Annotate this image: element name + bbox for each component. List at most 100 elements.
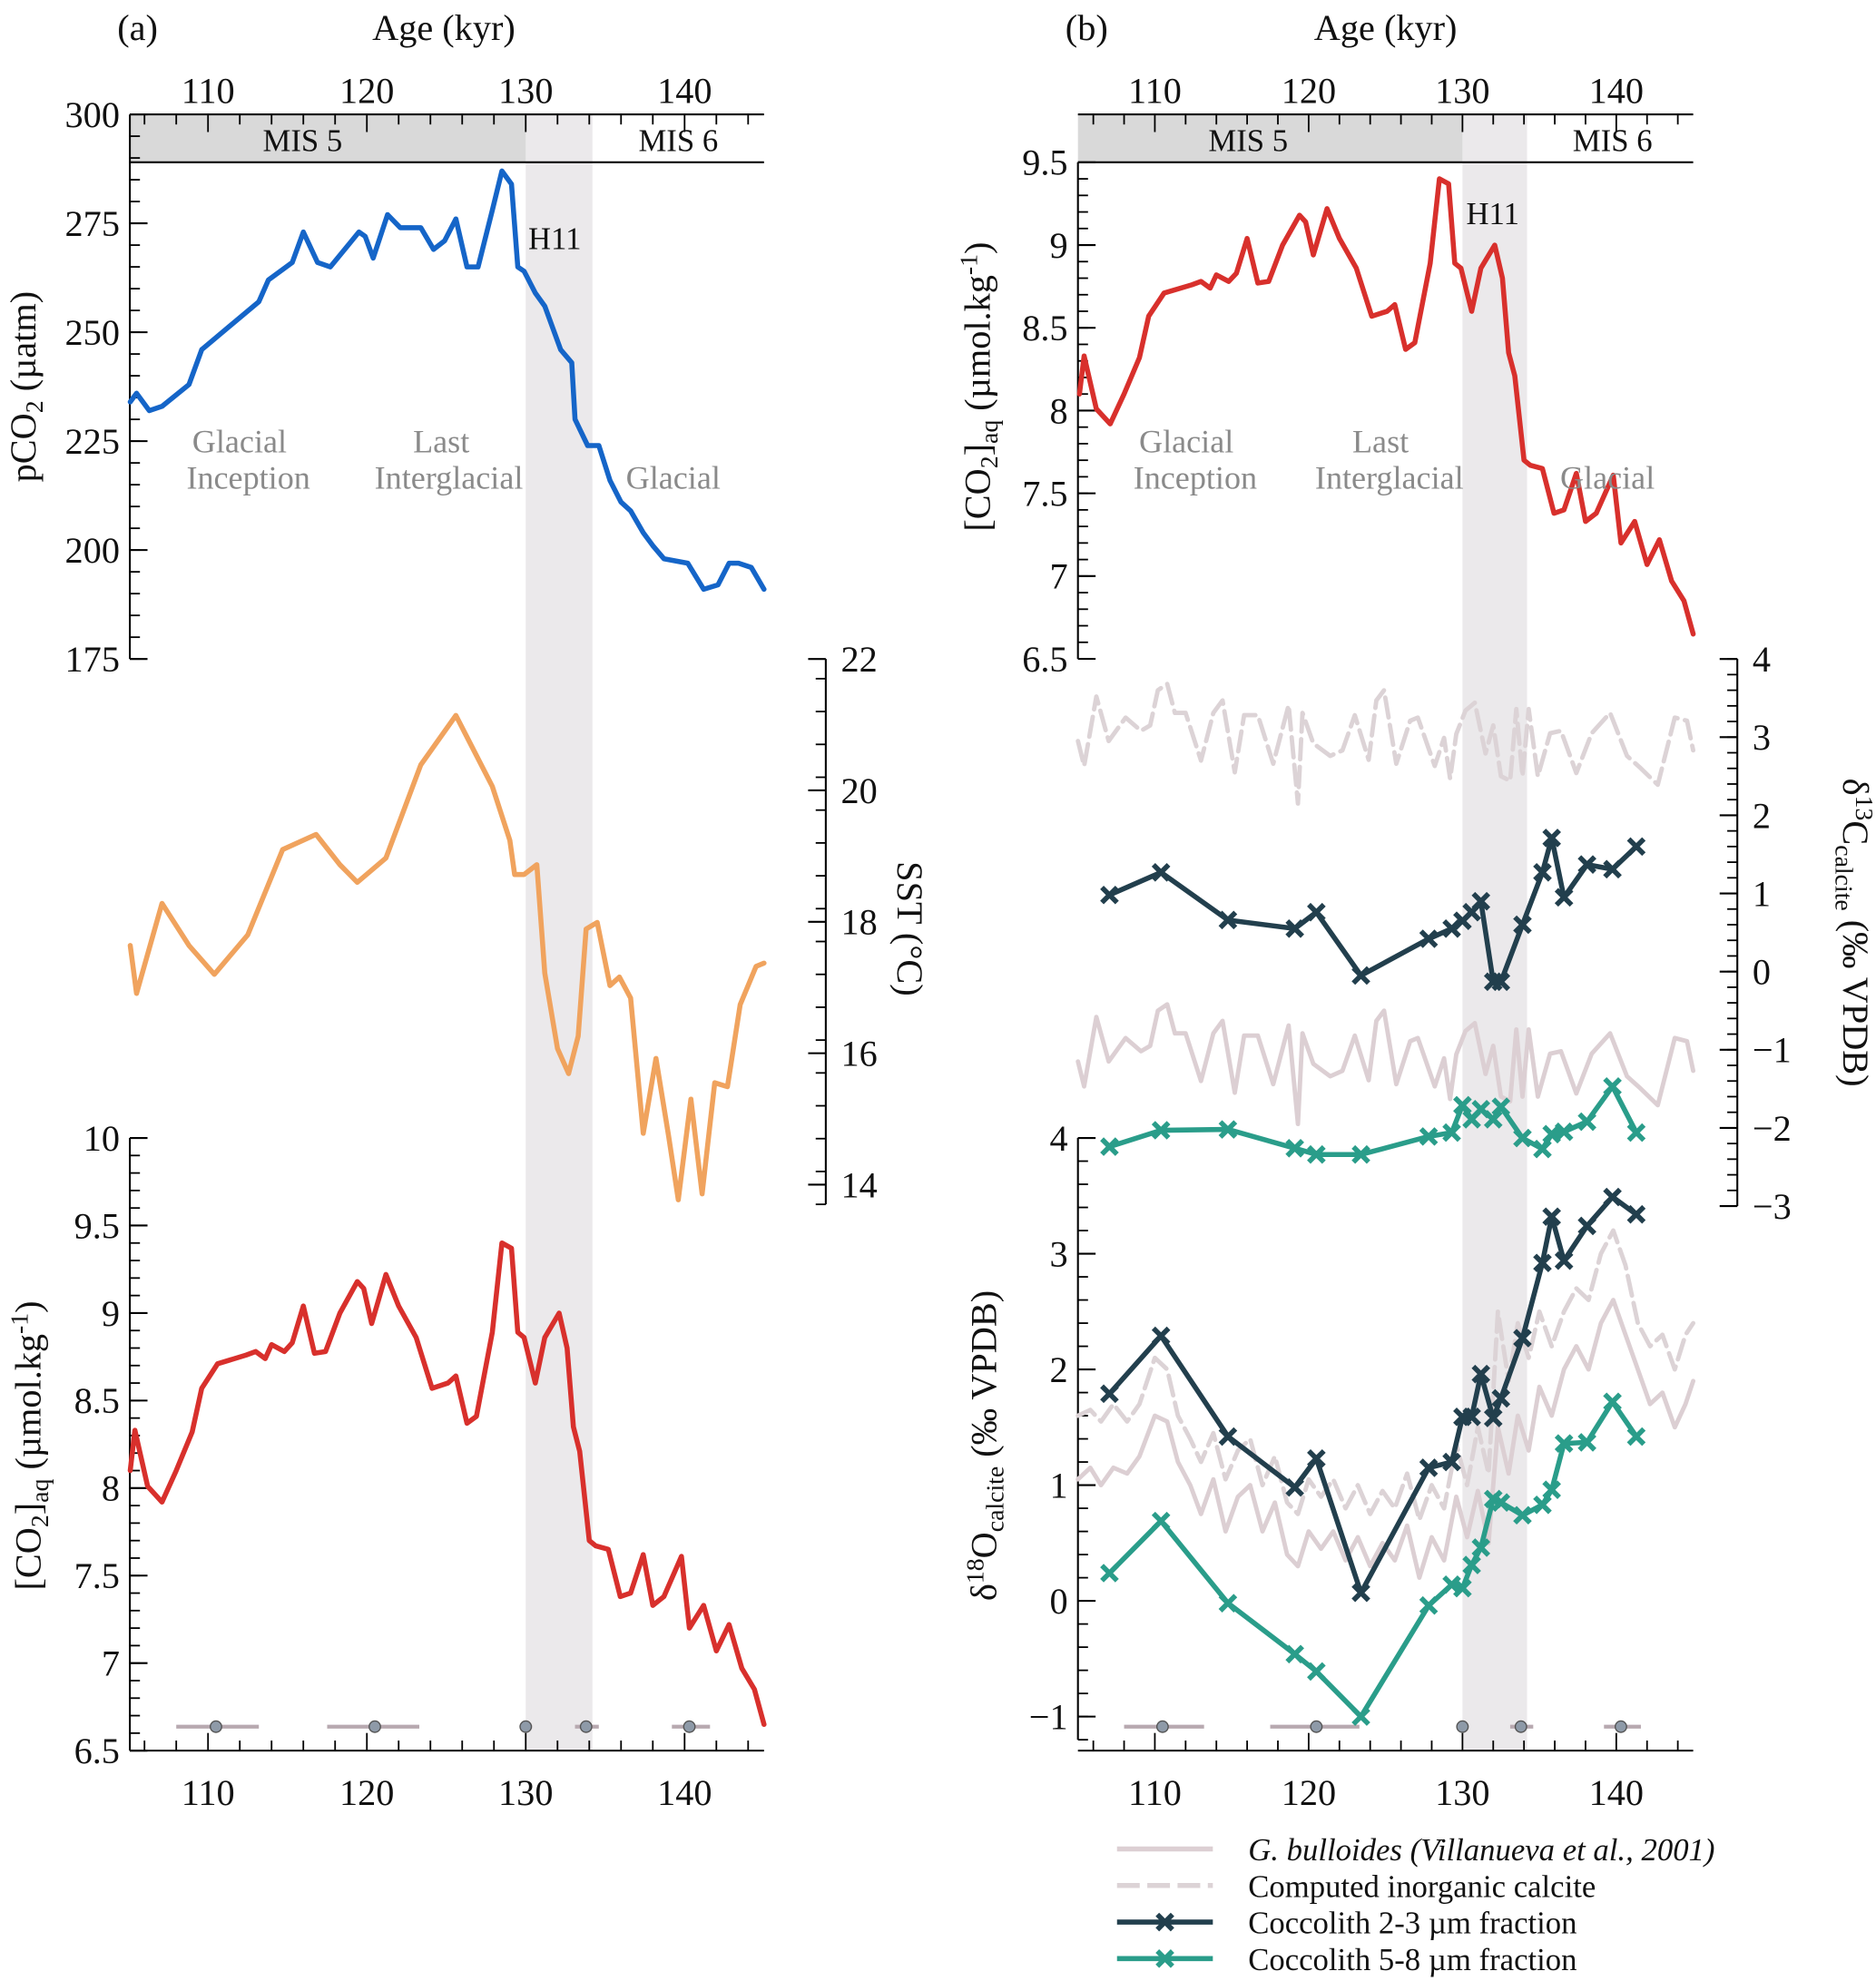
coccolith-5-8-d13c-line-marker <box>1218 1120 1238 1139</box>
age-tick-label: 140 <box>657 71 712 112</box>
age-control-point <box>1614 1720 1627 1733</box>
coccolith-5-8-d18o-line-marker <box>1542 1480 1561 1499</box>
panel-b-annotation-last-interglacial-2: Interglacial <box>1315 460 1464 496</box>
age-control-point <box>1310 1720 1323 1733</box>
coccolith-2-3-d18o-line-marker <box>1483 1408 1503 1427</box>
co2aq-b-tick-label: 6.5 <box>1022 639 1067 680</box>
panel-a-co2aq-axis-label: [CO2]aq (µmol.kg-1) <box>6 1300 54 1590</box>
age-control-point <box>1514 1720 1527 1733</box>
coccolith-2-3-d13c-line-marker <box>1603 859 1622 879</box>
coccolith-5-8-d13c-line-marker <box>1151 1121 1171 1140</box>
panel-b-annotation-glacial-inception-2: Inception <box>1134 460 1257 496</box>
coccolith-2-3-d18o-line-marker <box>1626 1204 1646 1224</box>
coccolith-5-8-d13c-line-marker <box>1533 1139 1552 1159</box>
age-tick-label: 110 <box>1128 71 1182 112</box>
age-tick-label: 130 <box>498 1772 553 1813</box>
coccolith-2-3-d18o-line-marker <box>1218 1427 1238 1447</box>
legend-label-inorganic: Computed inorganic calcite <box>1248 1868 1596 1904</box>
mis5-bar-a <box>130 114 526 162</box>
legend-marker-coccolith-5-8 <box>1155 1949 1174 1968</box>
pco2-tick-label: 275 <box>65 203 120 244</box>
panel-b-annotation-last-interglacial-1: Last <box>1352 423 1409 459</box>
co2aq-a-tick-label: 9.5 <box>74 1205 120 1246</box>
coccolith-5-8-d13c-line-marker <box>1419 1127 1439 1146</box>
sst-tick-label: 18 <box>841 902 878 943</box>
sst-tick-label: 14 <box>841 1164 878 1205</box>
legend-label-coccolith-5-8: Coccolith 5-8 µm fraction <box>1248 1942 1576 1977</box>
h11-band-a <box>525 114 593 1751</box>
coccolith-2-3-d13c-line-marker <box>1471 891 1491 911</box>
panel-a-pco2-axis-label: pCO2 (µatm) <box>3 291 49 482</box>
sst-tick-label: 20 <box>841 770 878 811</box>
coccolith-2-3-d18o-line-marker <box>1462 1407 1481 1427</box>
age-control-point <box>519 1720 533 1733</box>
coccolith-5-8-d13c-line-marker <box>1307 1144 1326 1164</box>
d18o-tick-label: 1 <box>1049 1465 1067 1505</box>
coccolith-2-3-d18o-line-marker <box>1285 1477 1304 1497</box>
panel-a-tag: (a) <box>117 7 158 48</box>
legend-label-coccolith-2-3: Coccolith 2-3 µm fraction <box>1248 1906 1576 1941</box>
coccolith-2-3-d13c-line-marker <box>1626 837 1646 857</box>
co2aq-a-tick-label: 8.5 <box>74 1380 120 1421</box>
co2aq-b-tick-label: 7 <box>1049 556 1067 597</box>
d13c-tick-label: 1 <box>1753 873 1771 914</box>
d13c-tick-label: 0 <box>1753 952 1771 993</box>
pco2-tick-label: 200 <box>65 530 120 571</box>
gbulloides-d13c-line <box>1076 1002 1696 1127</box>
age-control-point <box>210 1720 222 1733</box>
coccolith-2-3-d13c-line-marker <box>1554 888 1574 907</box>
age-control-point <box>368 1720 381 1733</box>
coccolith-5-8-d13c-line-marker <box>1442 1123 1461 1143</box>
co2aq-a-tick-label: 6.5 <box>74 1731 120 1771</box>
coccolith-5-8-d18o-line-marker <box>1453 1578 1472 1598</box>
age-tick-label: 140 <box>1589 1772 1644 1813</box>
co2aq-line-b <box>1076 176 1696 637</box>
pco2-tick-label: 225 <box>65 421 120 462</box>
legend-marker-coccolith-2-3 <box>1155 1912 1174 1932</box>
age-tick-label: 130 <box>1435 71 1489 112</box>
age-control-point <box>1456 1720 1469 1733</box>
coccolith-5-8-d18o-line-marker <box>1285 1644 1304 1664</box>
coccolith-5-8-d13c-line-marker <box>1554 1122 1574 1142</box>
coccolith-2-3-d13c-line-marker <box>1307 902 1326 922</box>
sst-tick-label: 22 <box>841 639 878 680</box>
coccolith-2-3-d18o-line-marker <box>1419 1458 1439 1477</box>
coccolith-5-8-d18o-line-marker <box>1554 1434 1574 1453</box>
coccolith-2-3-d13c-line-marker <box>1513 915 1532 935</box>
coccolith-2-3-d13c-line-marker <box>1491 972 1511 992</box>
age-tick-label: 110 <box>182 71 235 112</box>
sst-tick-label: 16 <box>841 1033 878 1074</box>
co2aq-line-a <box>127 1240 767 1728</box>
d13c-tick-label: 2 <box>1753 795 1771 836</box>
coccolith-2-3-d13c-line-marker <box>1218 910 1238 930</box>
coccolith-5-8-d13c-line-marker <box>1626 1123 1646 1143</box>
d13c-tick-label: −2 <box>1753 1108 1792 1149</box>
coccolith-5-8-d18o-line-marker <box>1462 1555 1481 1574</box>
coccolith-2-3-d13c-line-marker <box>1577 855 1596 874</box>
co2aq-b-tick-label: 8 <box>1049 390 1067 431</box>
mis5-bar-b <box>1077 114 1463 162</box>
panel-b-d18o-axis-label: δ18Ocalcite (‰ VPDB) <box>962 1290 1010 1601</box>
panel-b-d13c-axis-label: δ13Ccalcite (‰ VPDB) <box>1830 779 1876 1087</box>
coccolith-5-8-d18o-line-marker <box>1603 1392 1622 1412</box>
coccolith-5-8-d18o-line-marker <box>1533 1495 1552 1515</box>
panel-a-sst-axis-label: SST (°C) <box>889 861 930 996</box>
co2aq-a-tick-label: 8 <box>102 1468 120 1509</box>
coccolith-2-3-d18o-line-marker <box>1307 1448 1326 1468</box>
coccolith-2-3-d18o-line-marker <box>1533 1253 1552 1273</box>
coccolith-5-8-d13c-line <box>1106 1084 1639 1158</box>
co2aq-b-tick-label: 8.5 <box>1022 308 1067 348</box>
panel-a-mis6-label: MIS 6 <box>638 123 718 158</box>
panel-b-tag: (b) <box>1066 7 1108 48</box>
coccolith-2-3-d18o-line-marker <box>1513 1329 1532 1348</box>
coccolith-2-3-d18o-line-marker <box>1542 1207 1561 1227</box>
inorganic-d18o-line <box>1076 1228 1696 1523</box>
coccolith-2-3-d18o-line-marker <box>1151 1326 1171 1346</box>
age-tick-label: 120 <box>339 71 394 112</box>
coccolith-5-8-d13c-line-marker <box>1491 1097 1511 1116</box>
age-control-point <box>1155 1720 1169 1733</box>
coccolith-2-3-d13c-line-marker <box>1533 862 1552 882</box>
coccolith-5-8-d13c-line-marker <box>1483 1110 1503 1129</box>
co2aq-b-tick-label: 7.5 <box>1022 474 1067 515</box>
co2aq-a-tick-label: 9 <box>102 1293 120 1334</box>
